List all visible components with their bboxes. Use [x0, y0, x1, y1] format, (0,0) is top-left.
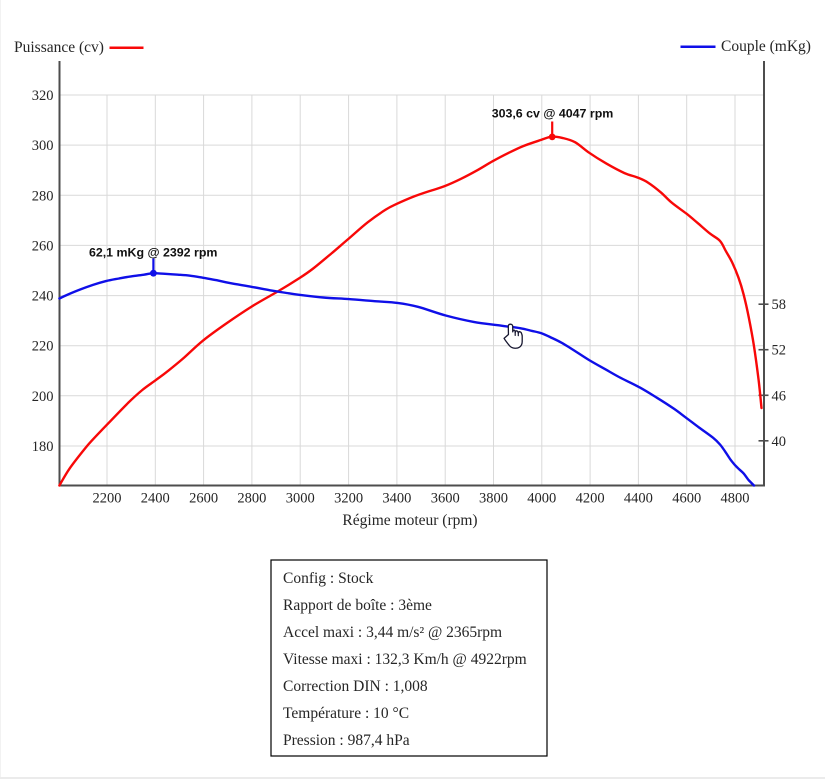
svg-text:52: 52 — [772, 343, 787, 359]
svg-text:58: 58 — [772, 297, 787, 313]
svg-text:2800: 2800 — [237, 491, 266, 507]
svg-text:200: 200 — [32, 389, 54, 405]
svg-text:320: 320 — [32, 88, 54, 104]
svg-text:2200: 2200 — [93, 491, 122, 507]
svg-text:4800: 4800 — [721, 491, 750, 507]
svg-text:Rapport de boîte : 3ème: Rapport de boîte : 3ème — [283, 597, 432, 614]
svg-text:3600: 3600 — [431, 491, 460, 507]
svg-text:303,6 cv @ 4047 rpm: 303,6 cv @ 4047 rpm — [492, 107, 614, 121]
svg-text:Puissance (cv): Puissance (cv) — [14, 39, 104, 56]
svg-text:Régime moteur (rpm): Régime moteur (rpm) — [342, 512, 477, 529]
svg-text:2600: 2600 — [189, 491, 218, 507]
svg-text:46: 46 — [772, 388, 787, 404]
svg-text:300: 300 — [32, 138, 54, 154]
svg-text:Couple (mKg): Couple (mKg) — [721, 38, 811, 55]
svg-text:40: 40 — [772, 434, 787, 450]
svg-text:Pression : 987,4 hPa: Pression : 987,4 hPa — [283, 732, 410, 749]
svg-text:280: 280 — [32, 188, 54, 204]
svg-text:3400: 3400 — [382, 491, 411, 507]
svg-text:2400: 2400 — [141, 491, 170, 507]
svg-text:4600: 4600 — [672, 491, 701, 507]
svg-text:Température : 10 °C: Température : 10 °C — [283, 705, 409, 722]
svg-text:4200: 4200 — [576, 491, 605, 507]
svg-text:3200: 3200 — [334, 491, 363, 507]
svg-text:220: 220 — [32, 339, 54, 355]
svg-text:62,1 mKg @ 2392 rpm: 62,1 mKg @ 2392 rpm — [89, 246, 217, 260]
svg-text:3800: 3800 — [479, 491, 508, 507]
svg-text:3000: 3000 — [286, 491, 315, 507]
svg-text:4000: 4000 — [527, 491, 556, 507]
svg-text:260: 260 — [32, 238, 54, 254]
svg-text:4400: 4400 — [624, 491, 653, 507]
svg-text:240: 240 — [32, 289, 54, 305]
svg-text:Config : Stock: Config : Stock — [283, 570, 374, 587]
svg-text:Accel maxi : 3,44 m/s² @ 2365r: Accel maxi : 3,44 m/s² @ 2365rpm — [283, 624, 502, 641]
svg-text:Vitesse maxi : 132,3 Km/h @ 49: Vitesse maxi : 132,3 Km/h @ 4922rpm — [283, 651, 527, 668]
svg-text:Correction DIN : 1,008: Correction DIN : 1,008 — [283, 678, 428, 695]
svg-text:180: 180 — [32, 439, 54, 455]
